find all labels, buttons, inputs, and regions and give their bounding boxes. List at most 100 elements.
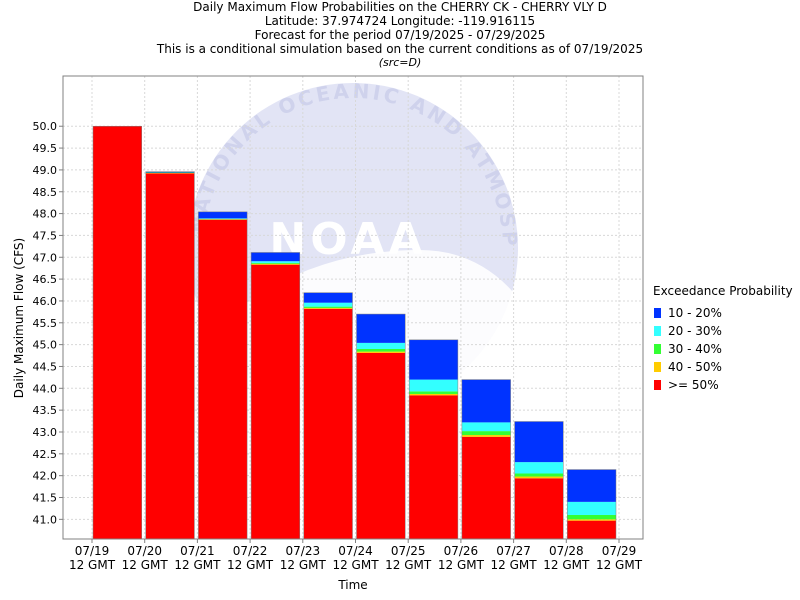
bar-segment-p50 [145, 173, 195, 539]
x-tick-time: 12 GMT [491, 558, 538, 572]
x-tick-time: 12 GMT [596, 558, 643, 572]
y-tick-label: 45.5 [33, 317, 58, 330]
bar-segment-p20 [567, 501, 616, 515]
x-tick-date: 07/23 [286, 544, 321, 558]
chart-titles: Daily Maximum Flow Probabilities on the … [0, 0, 800, 70]
bar-segment-p40 [567, 519, 616, 521]
x-tick-time: 12 GMT [385, 558, 432, 572]
y-tick-label: 43.0 [33, 426, 58, 439]
x-axis-label: Time [338, 578, 368, 592]
y-tick-label: 42.0 [33, 470, 58, 483]
bar-segment-p20 [303, 302, 353, 307]
bar-segment-p50 [567, 520, 616, 539]
y-tick-label: 47.0 [33, 251, 58, 264]
bar-segment-p10 [303, 292, 353, 303]
y-tick-label: 45.0 [33, 339, 58, 352]
x-tick-time: 12 GMT [174, 558, 221, 572]
legend-item-30-40: 30 - 40% [653, 340, 793, 358]
chart-source: (src=D) [378, 56, 422, 69]
y-tick-label: 50.0 [33, 120, 58, 133]
y-tick-label: 48.0 [33, 208, 58, 221]
chart-note: This is a conditional simulation based o… [156, 42, 644, 56]
bar-segment-p40 [251, 263, 300, 265]
bar-segment-p20 [356, 342, 406, 349]
legend: Exceedance Probability 10 - 20% 20 - 30%… [653, 284, 793, 394]
y-tick-label: 44.0 [33, 382, 58, 395]
legend-label: 10 - 20% [668, 306, 722, 320]
y-tick-label: 47.5 [33, 229, 58, 242]
chart-location: Latitude: 37.974724 Longitude: -119.9161… [264, 14, 536, 28]
y-tick-label: 42.5 [33, 448, 58, 461]
legend-label: >= 50% [668, 378, 719, 392]
bar-segment-p40 [514, 476, 564, 479]
bar-segment-p20 [251, 261, 300, 263]
y-tick-label: 49.5 [33, 142, 58, 155]
x-tick-date: 07/22 [233, 544, 268, 558]
x-tick-time: 12 GMT [122, 558, 169, 572]
y-tick-label: 46.0 [33, 295, 58, 308]
y-tick-label: 48.5 [33, 186, 58, 199]
bar-segment-p10 [251, 252, 300, 262]
bar-segment-p10 [514, 421, 564, 463]
bar-segment-p10 [198, 211, 248, 219]
y-axis: 41.0 41.5 42.0 42.5 43.0 43.5 44.0 44.5 45.0 45.5… [33, 120, 63, 526]
legend-item-20-30: 20 - 30% [653, 322, 793, 340]
y-tick-label: 41.0 [33, 513, 58, 526]
x-tick-date: 07/27 [496, 544, 531, 558]
bar-segment-p10 [461, 379, 511, 423]
bars [92, 125, 617, 540]
bar-segment-p30 [409, 391, 458, 394]
x-tick-date: 07/26 [444, 544, 479, 558]
bar-segment-p50 [356, 352, 406, 539]
x-tick-time: 12 GMT [438, 558, 485, 572]
x-tick-date: 07/29 [602, 544, 637, 558]
x-tick-date: 07/25 [391, 544, 426, 558]
bar-segment-p20 [461, 422, 511, 432]
bar-segment-p40 [303, 307, 353, 309]
bar-segment-p20 [514, 462, 564, 474]
y-tick-label: 49.0 [33, 164, 58, 177]
y-tick-label: 44.5 [33, 360, 58, 373]
legend-swatch [654, 344, 661, 354]
bar-segment-p50 [461, 436, 511, 539]
x-tick-time: 12 GMT [227, 558, 274, 572]
bar-segment-p50 [514, 478, 564, 539]
legend-title: Exceedance Probability [653, 284, 793, 298]
x-tick-time: 12 GMT [69, 558, 116, 572]
legend-swatch [654, 380, 661, 390]
legend-swatch [654, 308, 661, 318]
bar-segment-p10 [145, 171, 195, 173]
legend-label: 20 - 30% [668, 324, 722, 338]
bar-segment-p30 [567, 514, 616, 520]
bar-segment-p30 [356, 348, 406, 352]
bar-segment-p50 [198, 219, 248, 539]
x-tick-time: 12 GMT [543, 558, 590, 572]
chart-title: Daily Maximum Flow Probabilities on the … [193, 0, 607, 14]
legend-item-50-plus: >= 50% [653, 376, 793, 394]
bar-segment-p30 [251, 262, 300, 264]
legend-item-40-50: 40 - 50% [653, 358, 793, 376]
bar-segment-p50 [303, 308, 353, 539]
bar-segment-p30 [303, 306, 353, 308]
legend-label: 30 - 40% [668, 342, 722, 356]
x-tick-date: 07/20 [127, 544, 162, 558]
x-tick-date: 07/21 [180, 544, 215, 558]
legend-label: 40 - 50% [668, 360, 722, 374]
x-tick-date: 07/19 [75, 544, 110, 558]
bar-segment-p40 [356, 351, 406, 353]
legend-swatch [654, 326, 661, 336]
chart-period: Forecast for the period 07/19/2025 - 07/… [254, 28, 546, 42]
bar-segment-p10 [567, 469, 616, 502]
x-tick-date: 07/28 [549, 544, 584, 558]
y-tick-label: 41.5 [33, 492, 58, 505]
legend-item-10-20: 10 - 20% [653, 304, 793, 322]
bar-segment-p10 [409, 339, 458, 380]
bar-segment-p30 [461, 431, 511, 436]
bar-segment-p50 [251, 264, 300, 539]
bar-segment-p40 [461, 435, 511, 437]
bar-segment-p20 [409, 379, 458, 392]
legend-swatch [654, 362, 661, 372]
bar-segment-p40 [409, 393, 458, 396]
